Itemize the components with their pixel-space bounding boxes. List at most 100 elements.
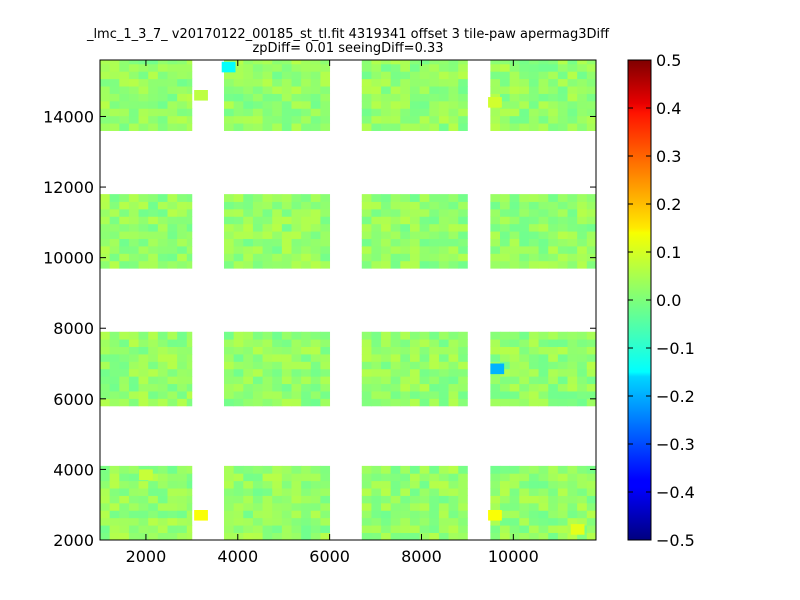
- heatmap-cell: [528, 354, 539, 362]
- heatmap-cell: [538, 398, 549, 407]
- heatmap-cell: [519, 517, 530, 526]
- heatmap-cell: [224, 525, 235, 533]
- heatmap-cell: [262, 532, 273, 541]
- heatmap-cell: [224, 108, 235, 117]
- heatmap-cell: [371, 473, 382, 482]
- heatmap-cell: [548, 123, 559, 131]
- heatmap-cell: [186, 100, 193, 109]
- heatmap-cell: [528, 60, 539, 65]
- heatmap-cell: [119, 368, 130, 377]
- heatmap-cell: [233, 223, 244, 232]
- heatmap-cell: [167, 510, 178, 519]
- heatmap-cell: [390, 246, 401, 254]
- heatmap-cell: [410, 78, 421, 87]
- heatmap-cell: [138, 376, 149, 385]
- heatmap-cell: [224, 473, 235, 482]
- heatmap-cell: [548, 398, 559, 407]
- heatmap-cell: [272, 495, 283, 504]
- heatmap-cell: [410, 201, 421, 210]
- heatmap-cell: [138, 253, 149, 262]
- heatmap-cell: [361, 194, 372, 202]
- heatmap-cell: [252, 63, 263, 72]
- heatmap-cell: [557, 63, 568, 72]
- heatmap-cell: [381, 63, 392, 72]
- heatmap-cell: [500, 502, 511, 511]
- heatmap-cell: [429, 488, 440, 496]
- heatmap-cell: [371, 391, 382, 399]
- heatmap-cell: [438, 517, 449, 526]
- heatmap-cell: [390, 465, 401, 474]
- heatmap-cell: [291, 480, 302, 489]
- heatmap-cell: [490, 123, 501, 131]
- heatmap-cell: [381, 525, 392, 533]
- heatmap-cell: [167, 361, 178, 370]
- heatmap-cell: [371, 63, 382, 72]
- heatmap-cell: [177, 383, 188, 392]
- heatmap-cell: [272, 532, 283, 541]
- heatmap-cell: [109, 123, 120, 131]
- heatmap-cell: [586, 339, 597, 347]
- heatmap-cell: [577, 398, 588, 407]
- heatmap-cell: [381, 216, 392, 225]
- heatmap-cell: [586, 86, 597, 94]
- heatmap-cell: [109, 525, 120, 533]
- heatmap-cell: [119, 60, 130, 65]
- heatmap-cell: [586, 510, 597, 519]
- heatmap-cell: [224, 253, 235, 262]
- heatmap-cell: [291, 238, 302, 247]
- heatmap-cell: [177, 108, 188, 117]
- heatmap-cell: [500, 231, 511, 239]
- heatmap-cell: [128, 488, 139, 496]
- heatmap-cell: [243, 532, 254, 541]
- heatmap-cell: [500, 495, 511, 504]
- heatmap-cell: [410, 532, 421, 541]
- heatmap-cell: [429, 368, 440, 377]
- heatmap-cell: [490, 383, 501, 392]
- heatmap-cell: [157, 123, 168, 131]
- heatmap-cell: [224, 216, 235, 225]
- heatmap-cell: [381, 495, 392, 504]
- heatmap-cell: [128, 78, 139, 87]
- heatmap-cell: [167, 473, 178, 482]
- heatmap-cell: [438, 361, 449, 370]
- heatmap-cell: [429, 480, 440, 489]
- heatmap-cell: [148, 100, 159, 109]
- heatmap-cell: [528, 473, 539, 482]
- heatmap-cell: [419, 238, 430, 247]
- y-tick-label: 8000: [53, 319, 94, 338]
- heatmap-cell: [281, 123, 292, 131]
- heatmap-cell: [557, 253, 568, 262]
- heatmap-cell: [390, 78, 401, 87]
- heatmap-cell: [291, 495, 302, 504]
- heatmap-cell: [371, 223, 382, 232]
- heatmap-cell: [148, 216, 159, 225]
- heatmap-cell: [410, 398, 421, 407]
- heatmap-cell: [233, 383, 244, 392]
- heatmap-cell: [538, 231, 549, 239]
- heatmap-cell: [429, 100, 440, 109]
- heatmap-cell: [157, 473, 168, 482]
- heatmap-cell: [548, 201, 559, 210]
- heatmap-cell: [128, 331, 139, 340]
- heatmap-cell: [410, 383, 421, 392]
- heatmap-cell: [301, 465, 312, 474]
- heatmap-cell: [301, 398, 312, 407]
- heatmap-cell: [390, 201, 401, 210]
- heatmap-cell: [361, 246, 372, 254]
- heatmap-cell: [109, 223, 120, 232]
- heatmap-cell: [361, 78, 372, 87]
- colorbar-tick-label: −0.4: [656, 483, 695, 502]
- heatmap-cell: [371, 60, 382, 65]
- heatmap-cell: [128, 201, 139, 210]
- heatmap-cell: [410, 216, 421, 225]
- heatmap-cell: [371, 346, 382, 355]
- heatmap-cell: [109, 115, 120, 124]
- heatmap-cell: [538, 223, 549, 232]
- heatmap-cell: [438, 525, 449, 533]
- heatmap-cell: [301, 60, 312, 65]
- heatmap-cell: [548, 260, 559, 269]
- heatmap-cell: [281, 208, 292, 217]
- heatmap-cell: [233, 525, 244, 533]
- heatmap-cell: [528, 502, 539, 511]
- heatmap-cell: [109, 60, 120, 65]
